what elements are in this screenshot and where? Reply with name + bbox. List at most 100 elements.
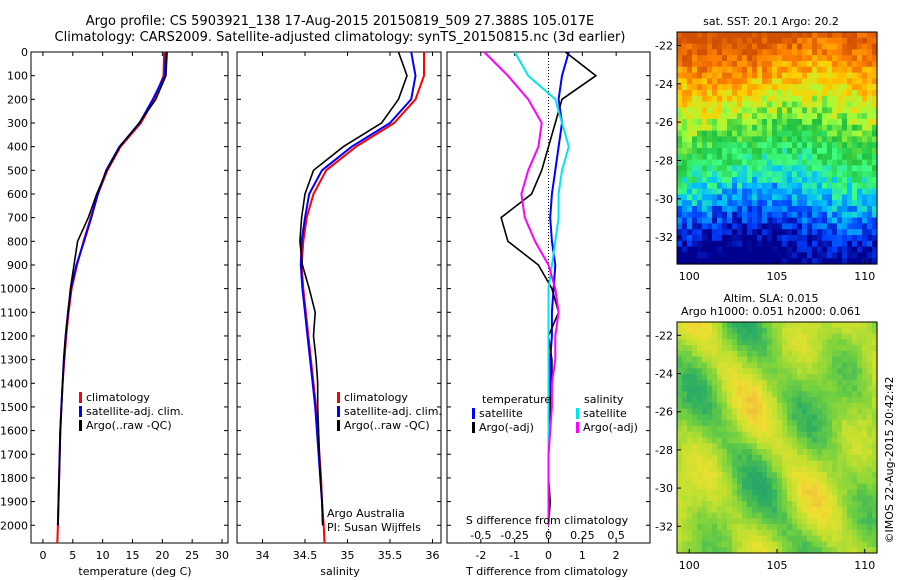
map-cell: [807, 512, 813, 519]
map-cell: [737, 101, 743, 108]
map-cell: [747, 142, 753, 149]
map-cell: [767, 397, 773, 404]
map-cell: [737, 420, 743, 427]
map-cell: [702, 159, 708, 166]
map-cell: [767, 246, 773, 253]
map-cell: [772, 182, 778, 190]
map-cell: [737, 431, 743, 439]
map-cell: [787, 437, 793, 444]
map-cell: [772, 258, 778, 265]
map-cell: [797, 188, 803, 195]
map-cell: [852, 113, 858, 120]
map-cell: [782, 350, 788, 358]
map-cell: [842, 489, 848, 496]
map-cell: [867, 466, 873, 473]
map-cell: [697, 90, 703, 97]
map-cell: [677, 49, 683, 56]
map-cell: [862, 397, 868, 404]
map-cell: [717, 200, 723, 207]
map-cell: [767, 182, 773, 190]
sla-map-panel: 100 105 110-22-24-26-28-30-32: [655, 321, 878, 572]
map-cell: [697, 101, 703, 108]
map-cell: [812, 211, 818, 219]
map-cell: [747, 95, 753, 103]
map-cell: [727, 113, 733, 120]
map-cell: [682, 223, 688, 230]
map-cell: [807, 165, 813, 172]
map-cell: [712, 495, 718, 502]
map-cell: [842, 165, 848, 172]
map-cell: [752, 529, 758, 537]
map-cell: [712, 397, 718, 404]
map-cell: [712, 66, 718, 74]
map-cell: [697, 391, 703, 398]
map-cell: [737, 130, 743, 137]
map-cell: [687, 153, 693, 161]
map-cell: [797, 541, 803, 548]
map-cell: [702, 408, 708, 415]
map-cell: [732, 425, 738, 433]
map-cell: [717, 66, 723, 74]
map-cell: [752, 379, 758, 387]
y-tick-label: 1900: [0, 496, 28, 509]
map-cell: [822, 200, 828, 207]
map-cell: [762, 90, 768, 97]
map-cell: [747, 420, 753, 427]
map-cell: [777, 402, 783, 410]
x-tick-label: 2: [613, 549, 620, 562]
map-cell: [782, 142, 788, 149]
map-cell: [772, 49, 778, 56]
map-cell: [832, 541, 838, 548]
map-cell: [872, 443, 878, 450]
map-cell: [752, 362, 758, 369]
map-cell: [817, 101, 823, 108]
map-cell: [867, 524, 873, 531]
map-cell: [787, 101, 793, 108]
map-cell: [742, 66, 748, 74]
map-cell: [777, 322, 783, 329]
map-cell: [792, 142, 798, 149]
map-cell: [677, 443, 683, 450]
map-cell: [817, 32, 823, 39]
map-cell: [722, 495, 728, 502]
map-cell: [807, 345, 813, 352]
map-cell: [797, 130, 803, 137]
map-cell: [807, 501, 813, 508]
map-cell: [702, 339, 708, 346]
map-cell: [712, 339, 718, 346]
y-tick-label: -22: [655, 329, 673, 342]
map-cell: [802, 443, 808, 450]
map-cell: [812, 240, 818, 248]
map-cell: [802, 408, 808, 415]
map-cell: [792, 345, 798, 352]
map-cell: [712, 49, 718, 56]
map-cell: [792, 350, 798, 358]
map-cell: [852, 518, 858, 525]
map-cell: [847, 78, 853, 85]
map-cell: [732, 535, 738, 543]
map-cell: [742, 182, 748, 190]
map-cell: [852, 501, 858, 508]
map-cell: [757, 217, 763, 224]
map-cell: [827, 153, 833, 161]
map-cell: [832, 327, 838, 335]
salinity-panel: 34 34.5 35 35.5 36climatologysatellite-adj. …: [236, 51, 442, 562]
map-cell: [872, 246, 878, 253]
map-cell: [827, 72, 833, 79]
map-cell: [797, 165, 803, 172]
map-cell: [782, 518, 788, 525]
map-cell: [837, 368, 843, 375]
map-cell: [837, 84, 843, 91]
map-cell: [752, 391, 758, 398]
map-cell: [782, 391, 788, 398]
map-cell: [797, 379, 803, 387]
map-cell: [757, 437, 763, 444]
map-cell: [747, 246, 753, 253]
map-cell: [677, 512, 683, 519]
map-cell: [782, 124, 788, 132]
map-cell: [787, 368, 793, 375]
map-cell: [847, 194, 853, 201]
map-cell: [717, 379, 723, 387]
map-cell: [837, 95, 843, 103]
map-cell: [862, 374, 868, 381]
